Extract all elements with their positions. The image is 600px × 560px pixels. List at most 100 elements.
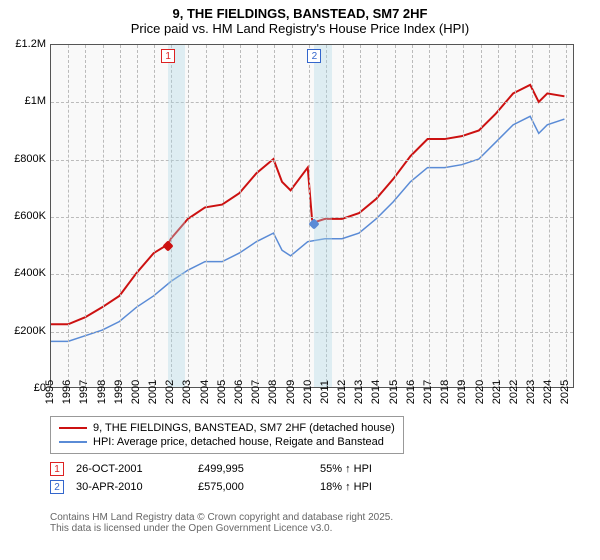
attribution-line: Contains HM Land Registry data © Crown c… bbox=[50, 512, 574, 523]
x-tick-label: 2020 bbox=[474, 380, 486, 404]
x-tick-label: 2019 bbox=[456, 380, 468, 404]
chart-container: 9, THE FIELDINGS, BANSTEAD, SM7 2HF Pric… bbox=[0, 0, 600, 560]
sale-price: £575,000 bbox=[198, 481, 308, 493]
gridline-v bbox=[223, 45, 224, 387]
legend-label: HPI: Average price, detached house, Reig… bbox=[93, 436, 384, 448]
x-tick-label: 2021 bbox=[491, 380, 503, 404]
gridline-v bbox=[566, 45, 567, 387]
event-flag-icon: 2 bbox=[50, 480, 64, 494]
gridline-v bbox=[343, 45, 344, 387]
x-tick-label: 2025 bbox=[559, 380, 571, 404]
y-tick-label: £1M bbox=[0, 95, 46, 107]
gridline-v bbox=[549, 45, 550, 387]
gridline-v bbox=[377, 45, 378, 387]
sale-price: £499,995 bbox=[198, 463, 308, 475]
legend-swatch bbox=[59, 441, 87, 443]
y-tick-label: £400K bbox=[0, 267, 46, 279]
x-tick-label: 1995 bbox=[44, 380, 56, 404]
x-tick-label: 2007 bbox=[250, 380, 262, 404]
series-line bbox=[51, 85, 564, 324]
event-flag: 1 bbox=[161, 49, 175, 63]
x-tick-label: 2018 bbox=[439, 380, 451, 404]
x-tick-label: 2006 bbox=[233, 380, 245, 404]
gridline-v bbox=[68, 45, 69, 387]
y-tick-label: £1.2M bbox=[0, 38, 46, 50]
x-tick-label: 1998 bbox=[96, 380, 108, 404]
x-tick-label: 2014 bbox=[370, 380, 382, 404]
x-tick-label: 2003 bbox=[181, 380, 193, 404]
gridline-v bbox=[257, 45, 258, 387]
x-tick-label: 2017 bbox=[422, 380, 434, 404]
x-tick-label: 2024 bbox=[542, 380, 554, 404]
x-tick-label: 2016 bbox=[405, 380, 417, 404]
gridline-v bbox=[481, 45, 482, 387]
sale-event-row: 2 30-APR-2010 £575,000 18% ↑ HPI bbox=[50, 480, 574, 494]
title-block: 9, THE FIELDINGS, BANSTEAD, SM7 2HF Pric… bbox=[0, 0, 600, 38]
sale-delta: 18% ↑ HPI bbox=[320, 481, 430, 493]
highlight-band bbox=[314, 45, 331, 387]
gridline-v bbox=[240, 45, 241, 387]
gridline-h bbox=[51, 332, 573, 333]
x-tick-label: 1996 bbox=[61, 380, 73, 404]
series-line bbox=[51, 116, 564, 341]
legend-swatch bbox=[59, 427, 87, 429]
gridline-v bbox=[532, 45, 533, 387]
x-tick-label: 2004 bbox=[199, 380, 211, 404]
gridline-v bbox=[515, 45, 516, 387]
sale-event-row: 1 26-OCT-2001 £499,995 55% ↑ HPI bbox=[50, 462, 574, 476]
attribution-line: This data is licensed under the Open Gov… bbox=[50, 523, 574, 534]
legend-item: HPI: Average price, detached house, Reig… bbox=[59, 435, 395, 449]
x-tick-label: 2005 bbox=[216, 380, 228, 404]
gridline-v bbox=[429, 45, 430, 387]
x-tick-label: 2009 bbox=[285, 380, 297, 404]
x-tick-label: 2022 bbox=[508, 380, 520, 404]
gridline-v bbox=[274, 45, 275, 387]
gridline-v bbox=[463, 45, 464, 387]
gridline-v bbox=[498, 45, 499, 387]
gridline-h bbox=[51, 274, 573, 275]
sale-delta: 55% ↑ HPI bbox=[320, 463, 430, 475]
sale-events: 1 26-OCT-2001 £499,995 55% ↑ HPI 2 30-APR-201… bbox=[50, 462, 574, 498]
x-tick-label: 2015 bbox=[388, 380, 400, 404]
y-tick-label: £200K bbox=[0, 325, 46, 337]
line-series-svg bbox=[51, 45, 573, 387]
x-tick-label: 2013 bbox=[353, 380, 365, 404]
x-tick-label: 2010 bbox=[302, 380, 314, 404]
x-tick-label: 2000 bbox=[130, 380, 142, 404]
x-tick-label: 2001 bbox=[147, 380, 159, 404]
gridline-v bbox=[360, 45, 361, 387]
event-flag-icon: 1 bbox=[50, 462, 64, 476]
gridline-v bbox=[292, 45, 293, 387]
y-tick-label: £0 bbox=[0, 382, 46, 394]
gridline-h bbox=[51, 160, 573, 161]
highlight-band bbox=[168, 45, 185, 387]
legend-label: 9, THE FIELDINGS, BANSTEAD, SM7 2HF (det… bbox=[93, 422, 395, 434]
chart-title-line2: Price paid vs. HM Land Registry's House … bbox=[0, 21, 600, 36]
gridline-v bbox=[120, 45, 121, 387]
y-tick-label: £800K bbox=[0, 153, 46, 165]
legend: 9, THE FIELDINGS, BANSTEAD, SM7 2HF (det… bbox=[50, 416, 404, 454]
x-tick-label: 2023 bbox=[525, 380, 537, 404]
x-tick-label: 2012 bbox=[336, 380, 348, 404]
x-tick-label: 2008 bbox=[267, 380, 279, 404]
gridline-v bbox=[395, 45, 396, 387]
attribution: Contains HM Land Registry data © Crown c… bbox=[50, 512, 574, 534]
gridline-v bbox=[446, 45, 447, 387]
gridline-v bbox=[309, 45, 310, 387]
gridline-v bbox=[206, 45, 207, 387]
gridline-v bbox=[188, 45, 189, 387]
sale-date: 30-APR-2010 bbox=[76, 481, 186, 493]
x-tick-label: 2011 bbox=[319, 380, 331, 404]
chart-title-line1: 9, THE FIELDINGS, BANSTEAD, SM7 2HF bbox=[0, 6, 600, 21]
sale-date: 26-OCT-2001 bbox=[76, 463, 186, 475]
gridline-v bbox=[412, 45, 413, 387]
legend-item: 9, THE FIELDINGS, BANSTEAD, SM7 2HF (det… bbox=[59, 421, 395, 435]
event-flag: 2 bbox=[307, 49, 321, 63]
x-tick-label: 1999 bbox=[113, 380, 125, 404]
gridline-v bbox=[154, 45, 155, 387]
gridline-h bbox=[51, 102, 573, 103]
gridline-v bbox=[103, 45, 104, 387]
gridline-v bbox=[137, 45, 138, 387]
gridline-v bbox=[85, 45, 86, 387]
x-tick-label: 1997 bbox=[78, 380, 90, 404]
